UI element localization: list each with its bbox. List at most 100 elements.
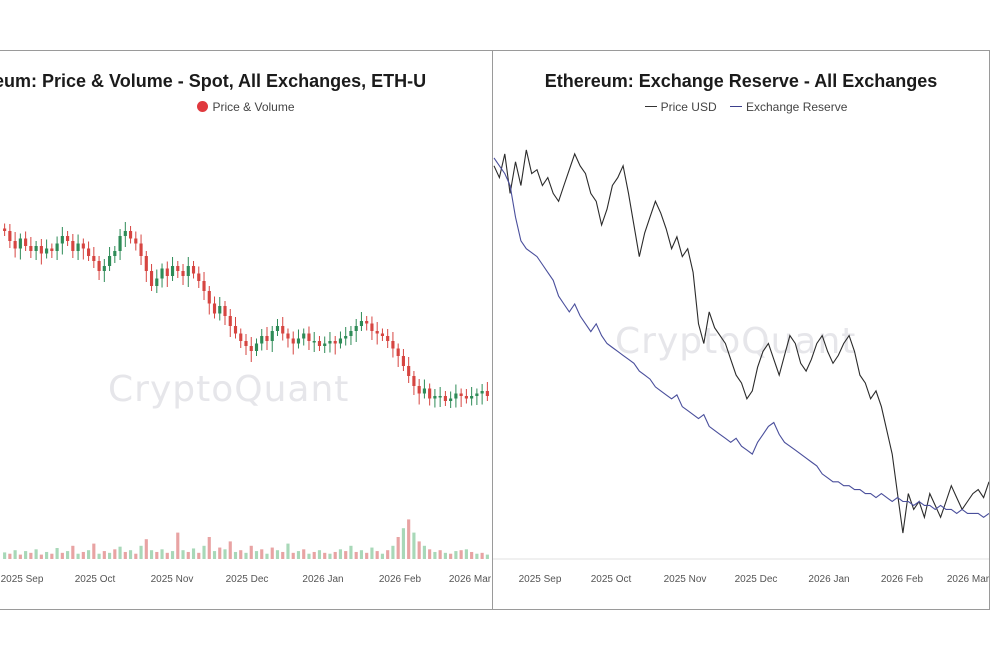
volume-bar (302, 549, 306, 559)
candle-body (307, 333, 311, 341)
exchange-reserve-chart-panel: Ethereum: Exchange Reserve - All Exchang… (492, 50, 990, 610)
candle-body (449, 398, 453, 401)
x-tick-label: 2025 Oct (590, 574, 632, 585)
candle-body (24, 238, 28, 246)
volume-bar (102, 551, 106, 559)
volume-bar (50, 553, 54, 559)
volume-bar (81, 551, 85, 559)
candle-body (160, 268, 164, 279)
candle-body (8, 231, 12, 241)
candle-body (391, 341, 395, 349)
volume-bar (218, 547, 222, 559)
volume-bar (149, 550, 154, 559)
candle-body (438, 396, 442, 398)
volume-bar (365, 552, 369, 559)
volume-bar (92, 543, 96, 559)
candle-body (344, 336, 348, 339)
chart-legend[interactable]: Price & Volume (0, 100, 492, 114)
candle-body (480, 391, 484, 394)
candlestick-plot[interactable] (0, 51, 492, 609)
legend-label-reserve: Exchange Reserve (745, 100, 848, 114)
candle-body (107, 256, 112, 266)
volume-bar (165, 552, 169, 559)
x-tick-label: 2026 Feb (880, 574, 924, 585)
volume-bar (470, 551, 474, 559)
volume-bar (254, 551, 259, 559)
volume-bar (391, 545, 395, 559)
volume-bar (338, 549, 343, 559)
candle-body (218, 306, 222, 314)
x-tick-label: 2026 Mar (448, 574, 492, 585)
volume-bar (228, 541, 232, 559)
candle-body (485, 391, 489, 396)
candle-body (281, 326, 285, 334)
legend-label: Price & Volume (212, 100, 295, 114)
x-tick-label: 2026 Jan (808, 574, 850, 585)
volume-bar (375, 551, 379, 559)
volume-bar (333, 551, 337, 559)
volume-bar (265, 553, 269, 559)
volume-bar (401, 528, 405, 559)
volume-bar (113, 549, 117, 559)
volume-bar (380, 553, 385, 559)
volume-bar (3, 552, 7, 559)
line-plot[interactable] (493, 51, 989, 609)
volume-bar (370, 547, 374, 559)
volume-bar (170, 551, 175, 559)
volume-bar (144, 539, 148, 559)
candle-body (365, 321, 369, 324)
volume-bar (344, 551, 348, 559)
volume-bar (176, 532, 180, 559)
volume-bar (45, 551, 49, 559)
candle-body (412, 376, 416, 386)
candle-body (181, 271, 185, 276)
candle-body (113, 251, 117, 256)
volume-bar (317, 550, 322, 559)
volume-bar (480, 552, 484, 559)
candle-body (270, 331, 274, 341)
candle-body (275, 326, 280, 331)
candle-body (396, 348, 400, 356)
volume-bar (155, 551, 159, 559)
chart-title: Ethereum: Price & Volume - Spot, All Exc… (0, 71, 427, 91)
candle-body (76, 243, 80, 251)
candle-body (354, 326, 358, 331)
volume-bar (281, 551, 285, 559)
volume-bar (286, 543, 290, 559)
candle-body (191, 266, 196, 274)
x-tick-label: 2025 Nov (663, 574, 707, 585)
volume-bar (307, 553, 311, 559)
volume-bar (13, 550, 17, 559)
volume-bar (29, 552, 33, 559)
candle-body (212, 303, 217, 314)
volume-bar (186, 551, 190, 559)
candle-body (349, 331, 353, 336)
candle-body (254, 343, 259, 351)
candle-body (149, 271, 154, 286)
volume-bar (39, 554, 43, 559)
volume-bar (34, 549, 38, 559)
candle-body (29, 246, 33, 251)
volume-bar (134, 553, 138, 559)
volume-bar (454, 551, 458, 559)
volume-bar (197, 552, 201, 559)
candle-body (50, 248, 54, 251)
candle-body (155, 278, 159, 286)
candle-body (92, 256, 96, 261)
volume-bar (328, 553, 332, 559)
series-line-exchange-reserve (493, 157, 989, 518)
candle-body (223, 306, 227, 316)
x-tick-label: 2025 Sep (518, 574, 562, 585)
volume-bar (24, 551, 28, 559)
candle-body (333, 341, 337, 344)
volume-bar (66, 551, 70, 559)
chart-legend[interactable]: Price USD Exchange Reserve (493, 100, 989, 114)
x-tick-label: 2025 Oct (74, 574, 116, 585)
candle-body (370, 323, 374, 331)
volume-bar (71, 545, 75, 559)
candle-body (386, 336, 390, 341)
candle-body (139, 243, 143, 256)
candle-body (296, 338, 301, 344)
volume-bar (239, 550, 243, 559)
candle-body (13, 241, 17, 249)
